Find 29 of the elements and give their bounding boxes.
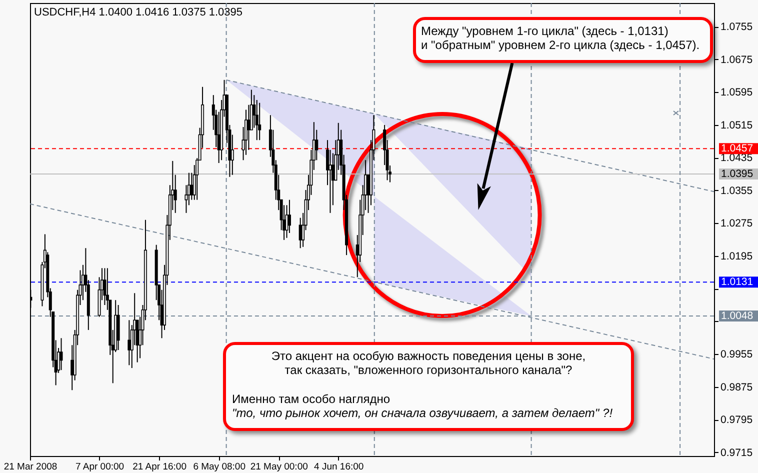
annotation: так сказать, "вложенного горизонтального канала"?	[284, 363, 572, 377]
annotation: Именно там особо наглядно	[232, 392, 390, 406]
annotation: Между "уровнем 1-го цикла" (здесь - 1,0131)	[421, 24, 668, 38]
ref-line-label: 1.0395	[721, 168, 754, 180]
y-tick-label: 1.0675	[720, 54, 753, 66]
y-tick-label: 1.0195	[720, 250, 753, 262]
x-tick-label: 21 Apr 16:00	[132, 462, 186, 472]
x-tick-label: 7 Apr 00:00	[75, 462, 124, 472]
ref-line-label: 1.0131	[721, 276, 754, 288]
x-tick-label: 4 Jun 16:00	[314, 462, 364, 472]
y-tick-label: 1.0515	[720, 119, 753, 132]
y-tick-label: 0.9875	[720, 381, 753, 394]
annotation: Это акцент на особую важность поведения цены в зоне,	[271, 349, 586, 363]
ref-line-label: 1.0048	[721, 310, 754, 322]
annotation: "то, что рынок хочет, он сначала озвучивает, а затем делает" ?!	[232, 406, 613, 420]
y-tick-label: 1.0355	[720, 184, 753, 197]
x-tick-label: 6 May 08:00	[193, 462, 246, 472]
annotation: и "обратным" уровнем 2-го цикла (здесь - 1,0457).	[421, 38, 700, 52]
chart-title: USDCHF,H4 1.0400 1.0416 1.0375 1.0395	[34, 6, 243, 18]
ref-line-label: 1.0457	[721, 142, 754, 155]
y-tick-label: 1.0275	[720, 218, 753, 230]
y-tick-label: 0.9795	[720, 414, 753, 426]
y-tick-label: 1.0435	[720, 152, 753, 164]
y-tick-label: 0.9715	[720, 446, 753, 459]
y-tick-label: 1.0755	[720, 21, 753, 34]
y-tick-label: 1.0595	[720, 86, 753, 99]
x-tick-label: 21 May 00:00	[250, 462, 308, 472]
x-tick-label: 21 Mar 2008	[4, 462, 58, 472]
y-tick-label: 0.9955	[720, 348, 753, 361]
